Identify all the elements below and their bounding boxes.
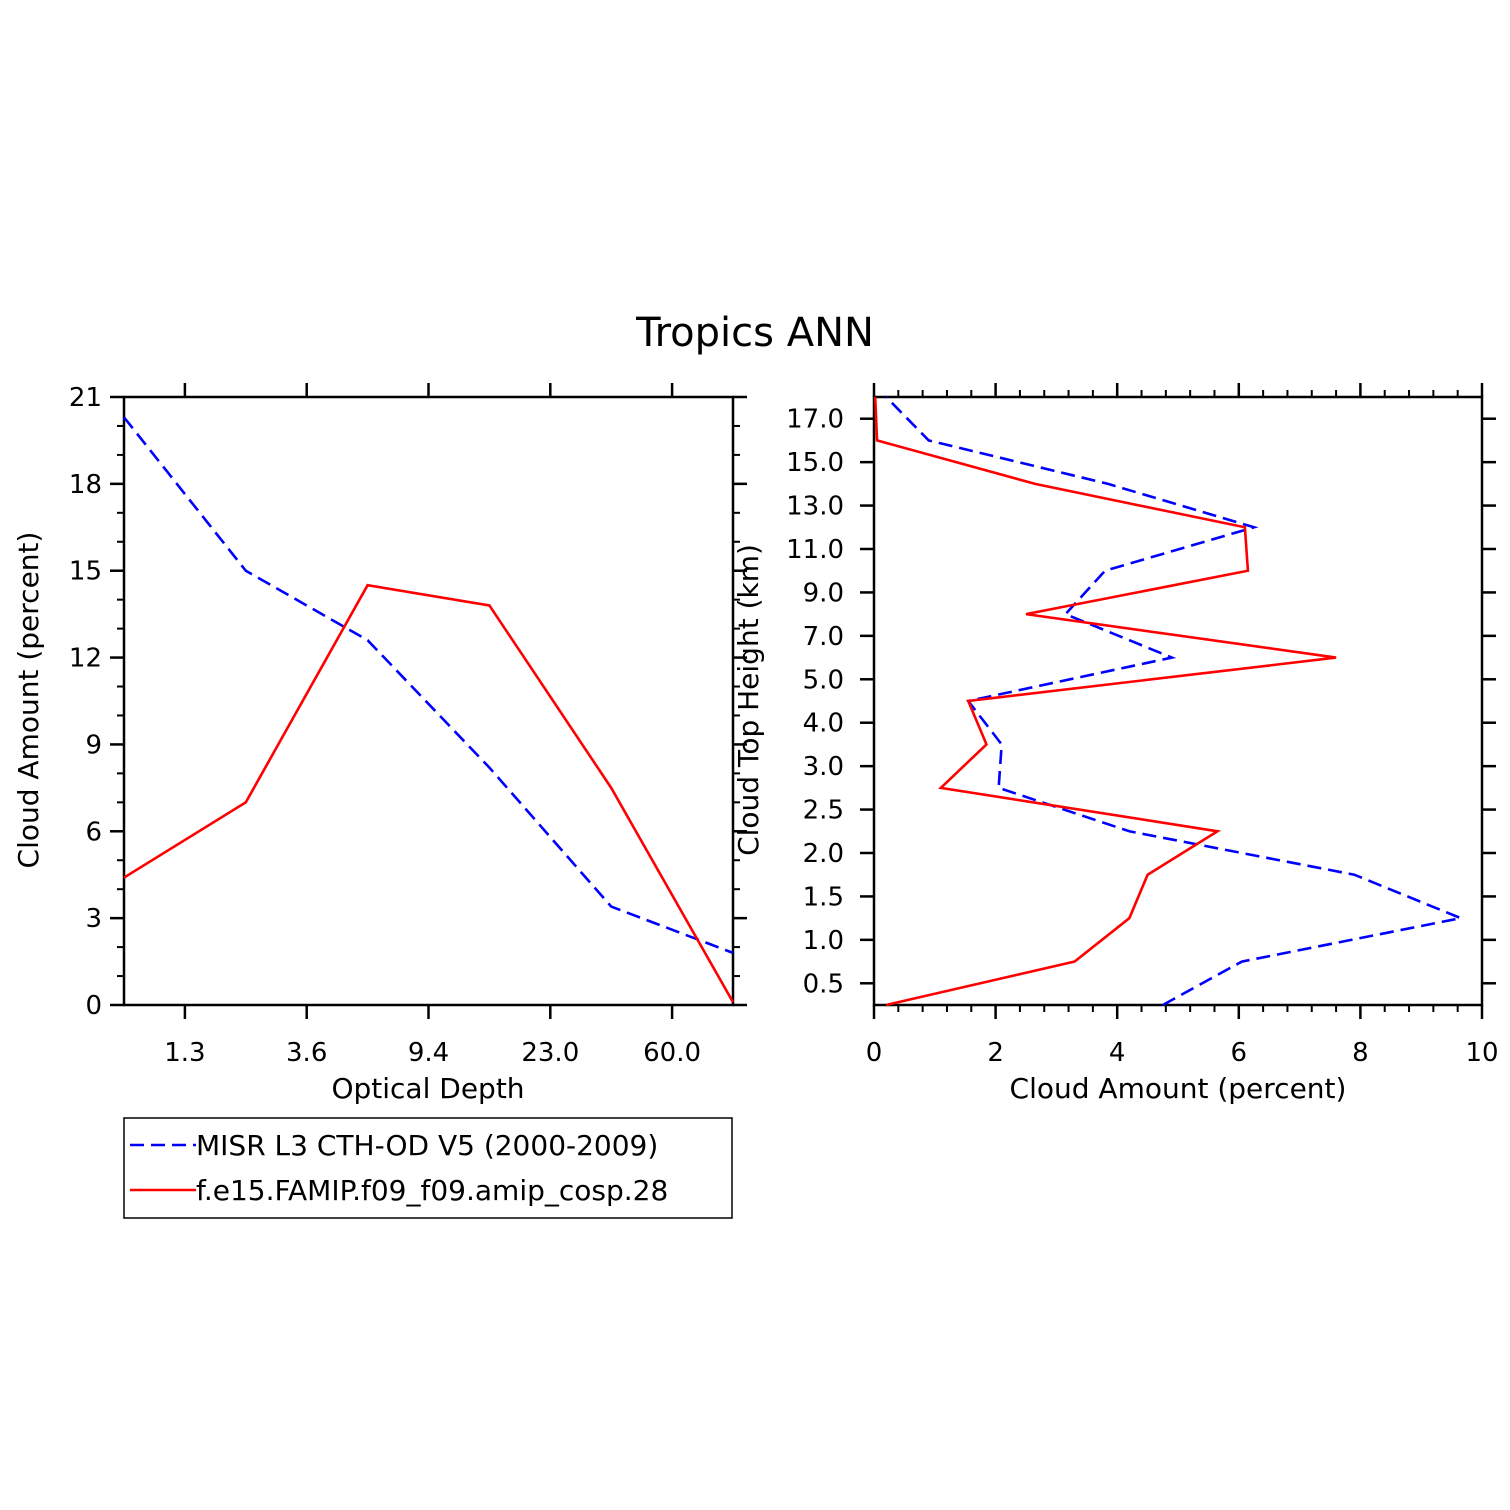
left-y-tick-label: 0 bbox=[85, 991, 102, 1021]
left-series-obs-line bbox=[122, 416, 734, 955]
left-x-tick-label: 60.0 bbox=[643, 1038, 701, 1068]
right-x-tick-label: 2 bbox=[987, 1038, 1004, 1068]
left-x-tick-label: 1.3 bbox=[164, 1038, 205, 1068]
figure-title: Tropics ANN bbox=[635, 310, 874, 356]
right-y-tick-label: 1.5 bbox=[803, 882, 844, 912]
left-y-tick-label: 18 bbox=[69, 470, 102, 500]
legend-box bbox=[123, 1117, 733, 1219]
left-x-tick-label: 23.0 bbox=[521, 1038, 579, 1068]
right-x-tick-label: 6 bbox=[1231, 1038, 1248, 1068]
left-ylabel: Cloud Amount (percent) bbox=[12, 532, 45, 869]
left-series-model-line bbox=[123, 583, 735, 1003]
legend-obs-label: MISR L3 CTH-OD V5 (2000-2009) bbox=[196, 1129, 658, 1162]
legend-model-label: f.e15.FAMIP.f09_f09.amip_cosp.28 bbox=[196, 1174, 668, 1207]
left-y-tick-label: 15 bbox=[69, 557, 102, 587]
left-plot-frame bbox=[122, 395, 735, 1007]
right-y-tick-label: 15.0 bbox=[786, 448, 844, 478]
left-panel: Optical Depth Cloud Amount (percent) 0 3 6… bbox=[12, 383, 747, 1105]
left-y-tick-label: 3 bbox=[85, 904, 102, 934]
left-y-tick-label: 12 bbox=[69, 644, 102, 674]
right-y-tick-label: 17.0 bbox=[786, 405, 844, 435]
right-y-tick-label: 4.0 bbox=[803, 709, 844, 739]
right-x-tick-label: 8 bbox=[1352, 1038, 1369, 1068]
left-y-tick-label: 6 bbox=[85, 817, 102, 847]
left-y-tick-label: 21 bbox=[69, 383, 102, 413]
right-y-tick-label: 13.0 bbox=[786, 492, 844, 522]
right-y-tick-label: 2.5 bbox=[803, 796, 844, 826]
right-xlabel: Cloud Amount (percent) bbox=[1010, 1072, 1347, 1105]
right-series-model-line bbox=[873, 396, 1337, 1007]
right-y-tick-label: 7.0 bbox=[803, 622, 844, 652]
right-y-tick-label: 11.0 bbox=[786, 535, 844, 565]
right-ylabel: Cloud Top Height (km) bbox=[732, 544, 765, 856]
right-y-tick-label: 0.5 bbox=[803, 969, 844, 999]
right-x-tick-label: 10 bbox=[1465, 1038, 1498, 1068]
right-y-tick-label: 2.0 bbox=[803, 839, 844, 869]
left-x-tick-label: 9.4 bbox=[408, 1038, 449, 1068]
left-x-tick-label: 3.6 bbox=[286, 1038, 327, 1068]
right-x-tick-label: 4 bbox=[1109, 1038, 1126, 1068]
right-y-tick-label: 5.0 bbox=[803, 665, 844, 695]
left-xlabel: Optical Depth bbox=[331, 1072, 524, 1105]
right-y-tick-label: 3.0 bbox=[803, 752, 844, 782]
right-plot-frame bbox=[872, 395, 1484, 1007]
right-y-tick-label: 1.0 bbox=[803, 926, 844, 956]
right-x-tick-label: 0 bbox=[866, 1038, 883, 1068]
legend: MISR L3 CTH-OD V5 (2000-2009) f.e15.FAMI… bbox=[123, 1117, 733, 1219]
right-panel: Cloud Amount (percent) Cloud Top Height … bbox=[732, 383, 1499, 1105]
right-y-tick-label: 9.0 bbox=[803, 578, 844, 608]
left-y-tick-label: 9 bbox=[85, 730, 102, 760]
